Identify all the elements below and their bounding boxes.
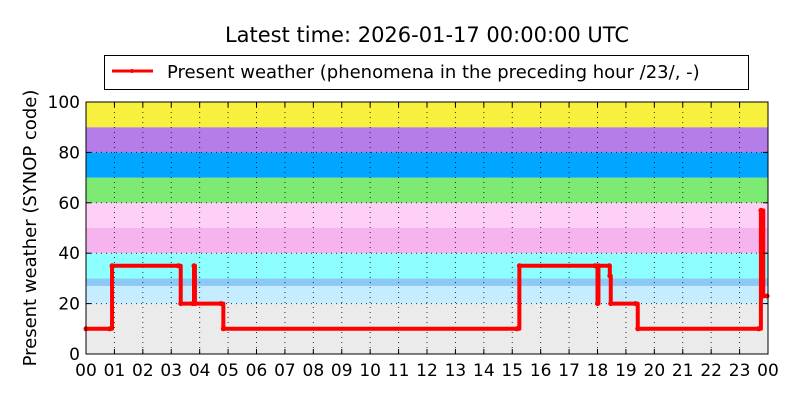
x-tick-label: 00 bbox=[757, 361, 779, 381]
data-point bbox=[764, 293, 770, 299]
band bbox=[86, 228, 768, 254]
series-layer bbox=[83, 207, 770, 332]
x-tick-label: 09 bbox=[331, 361, 353, 381]
x-tick-label: 15 bbox=[501, 361, 523, 381]
data-point bbox=[756, 326, 762, 332]
data-point bbox=[608, 301, 614, 307]
y-axis-label: Present weather (SYNOP code) bbox=[20, 90, 41, 367]
data-point bbox=[109, 263, 115, 269]
x-tick-label: 12 bbox=[416, 361, 438, 381]
data-point bbox=[606, 263, 612, 269]
x-tick-label: 10 bbox=[359, 361, 381, 381]
data-point bbox=[191, 263, 197, 269]
data-point bbox=[607, 273, 613, 279]
data-point bbox=[175, 263, 181, 269]
data-point bbox=[192, 301, 198, 307]
chart-title: Latest time: 2026-01-17 00:00:00 UTC bbox=[225, 23, 629, 47]
data-point bbox=[758, 207, 764, 213]
x-tick-label: 14 bbox=[473, 361, 495, 381]
band bbox=[86, 202, 768, 228]
x-tick-label: 23 bbox=[729, 361, 751, 381]
x-tick-label: 05 bbox=[217, 361, 239, 381]
y-tick-label: 60 bbox=[58, 194, 80, 214]
band bbox=[86, 127, 768, 153]
x-tick-label: 07 bbox=[274, 361, 296, 381]
x-tick-label: 06 bbox=[246, 361, 268, 381]
axes: 00 01 02 03 04 05 06 07 08 09 10 11 12 13 14 15 16 17 18 19… bbox=[48, 93, 779, 381]
data-point bbox=[218, 301, 224, 307]
grid-lines bbox=[86, 102, 768, 354]
legend-label: Present weather (phenomena in the preced… bbox=[167, 62, 700, 83]
x-tick-label: 17 bbox=[558, 361, 580, 381]
x-tick-label: 04 bbox=[189, 361, 211, 381]
legend: Present weather (phenomena in the preced… bbox=[104, 55, 749, 90]
data-point bbox=[178, 301, 184, 307]
x-tick-label: 13 bbox=[445, 361, 467, 381]
x-tick-label: 21 bbox=[672, 361, 694, 381]
band bbox=[86, 285, 768, 304]
y-tick-label: 0 bbox=[69, 345, 80, 365]
x-tick-label: 19 bbox=[615, 361, 637, 381]
plot-frame bbox=[85, 101, 769, 355]
data-point bbox=[760, 293, 766, 299]
data-point bbox=[595, 263, 601, 269]
x-tick-label: 08 bbox=[303, 361, 325, 381]
y-tick-label: 80 bbox=[58, 143, 80, 163]
data-point bbox=[514, 326, 520, 332]
y-tick-label: 20 bbox=[58, 295, 80, 315]
x-tick-label: 03 bbox=[160, 361, 182, 381]
x-tick-label: 01 bbox=[104, 361, 126, 381]
x-tick-label: 22 bbox=[700, 361, 722, 381]
legend-marker-sample bbox=[130, 69, 134, 73]
x-tick-label: 00 bbox=[75, 361, 97, 381]
x-tick-label: 11 bbox=[388, 361, 410, 381]
x-tick-label: 18 bbox=[587, 361, 609, 381]
y-tick-label: 40 bbox=[58, 244, 80, 264]
x-tick-label: 20 bbox=[644, 361, 666, 381]
data-point bbox=[595, 301, 600, 307]
y-tick-label: 100 bbox=[48, 93, 80, 113]
x-tick-label: 02 bbox=[132, 361, 154, 381]
legend-box bbox=[104, 55, 749, 90]
band bbox=[86, 253, 768, 279]
data-point bbox=[516, 263, 522, 269]
band bbox=[86, 177, 768, 203]
data-point bbox=[632, 301, 638, 307]
x-tick-label: 16 bbox=[530, 361, 552, 381]
data-point bbox=[220, 326, 226, 332]
band bbox=[86, 152, 768, 178]
data-point bbox=[107, 326, 113, 332]
data-point bbox=[635, 326, 641, 332]
